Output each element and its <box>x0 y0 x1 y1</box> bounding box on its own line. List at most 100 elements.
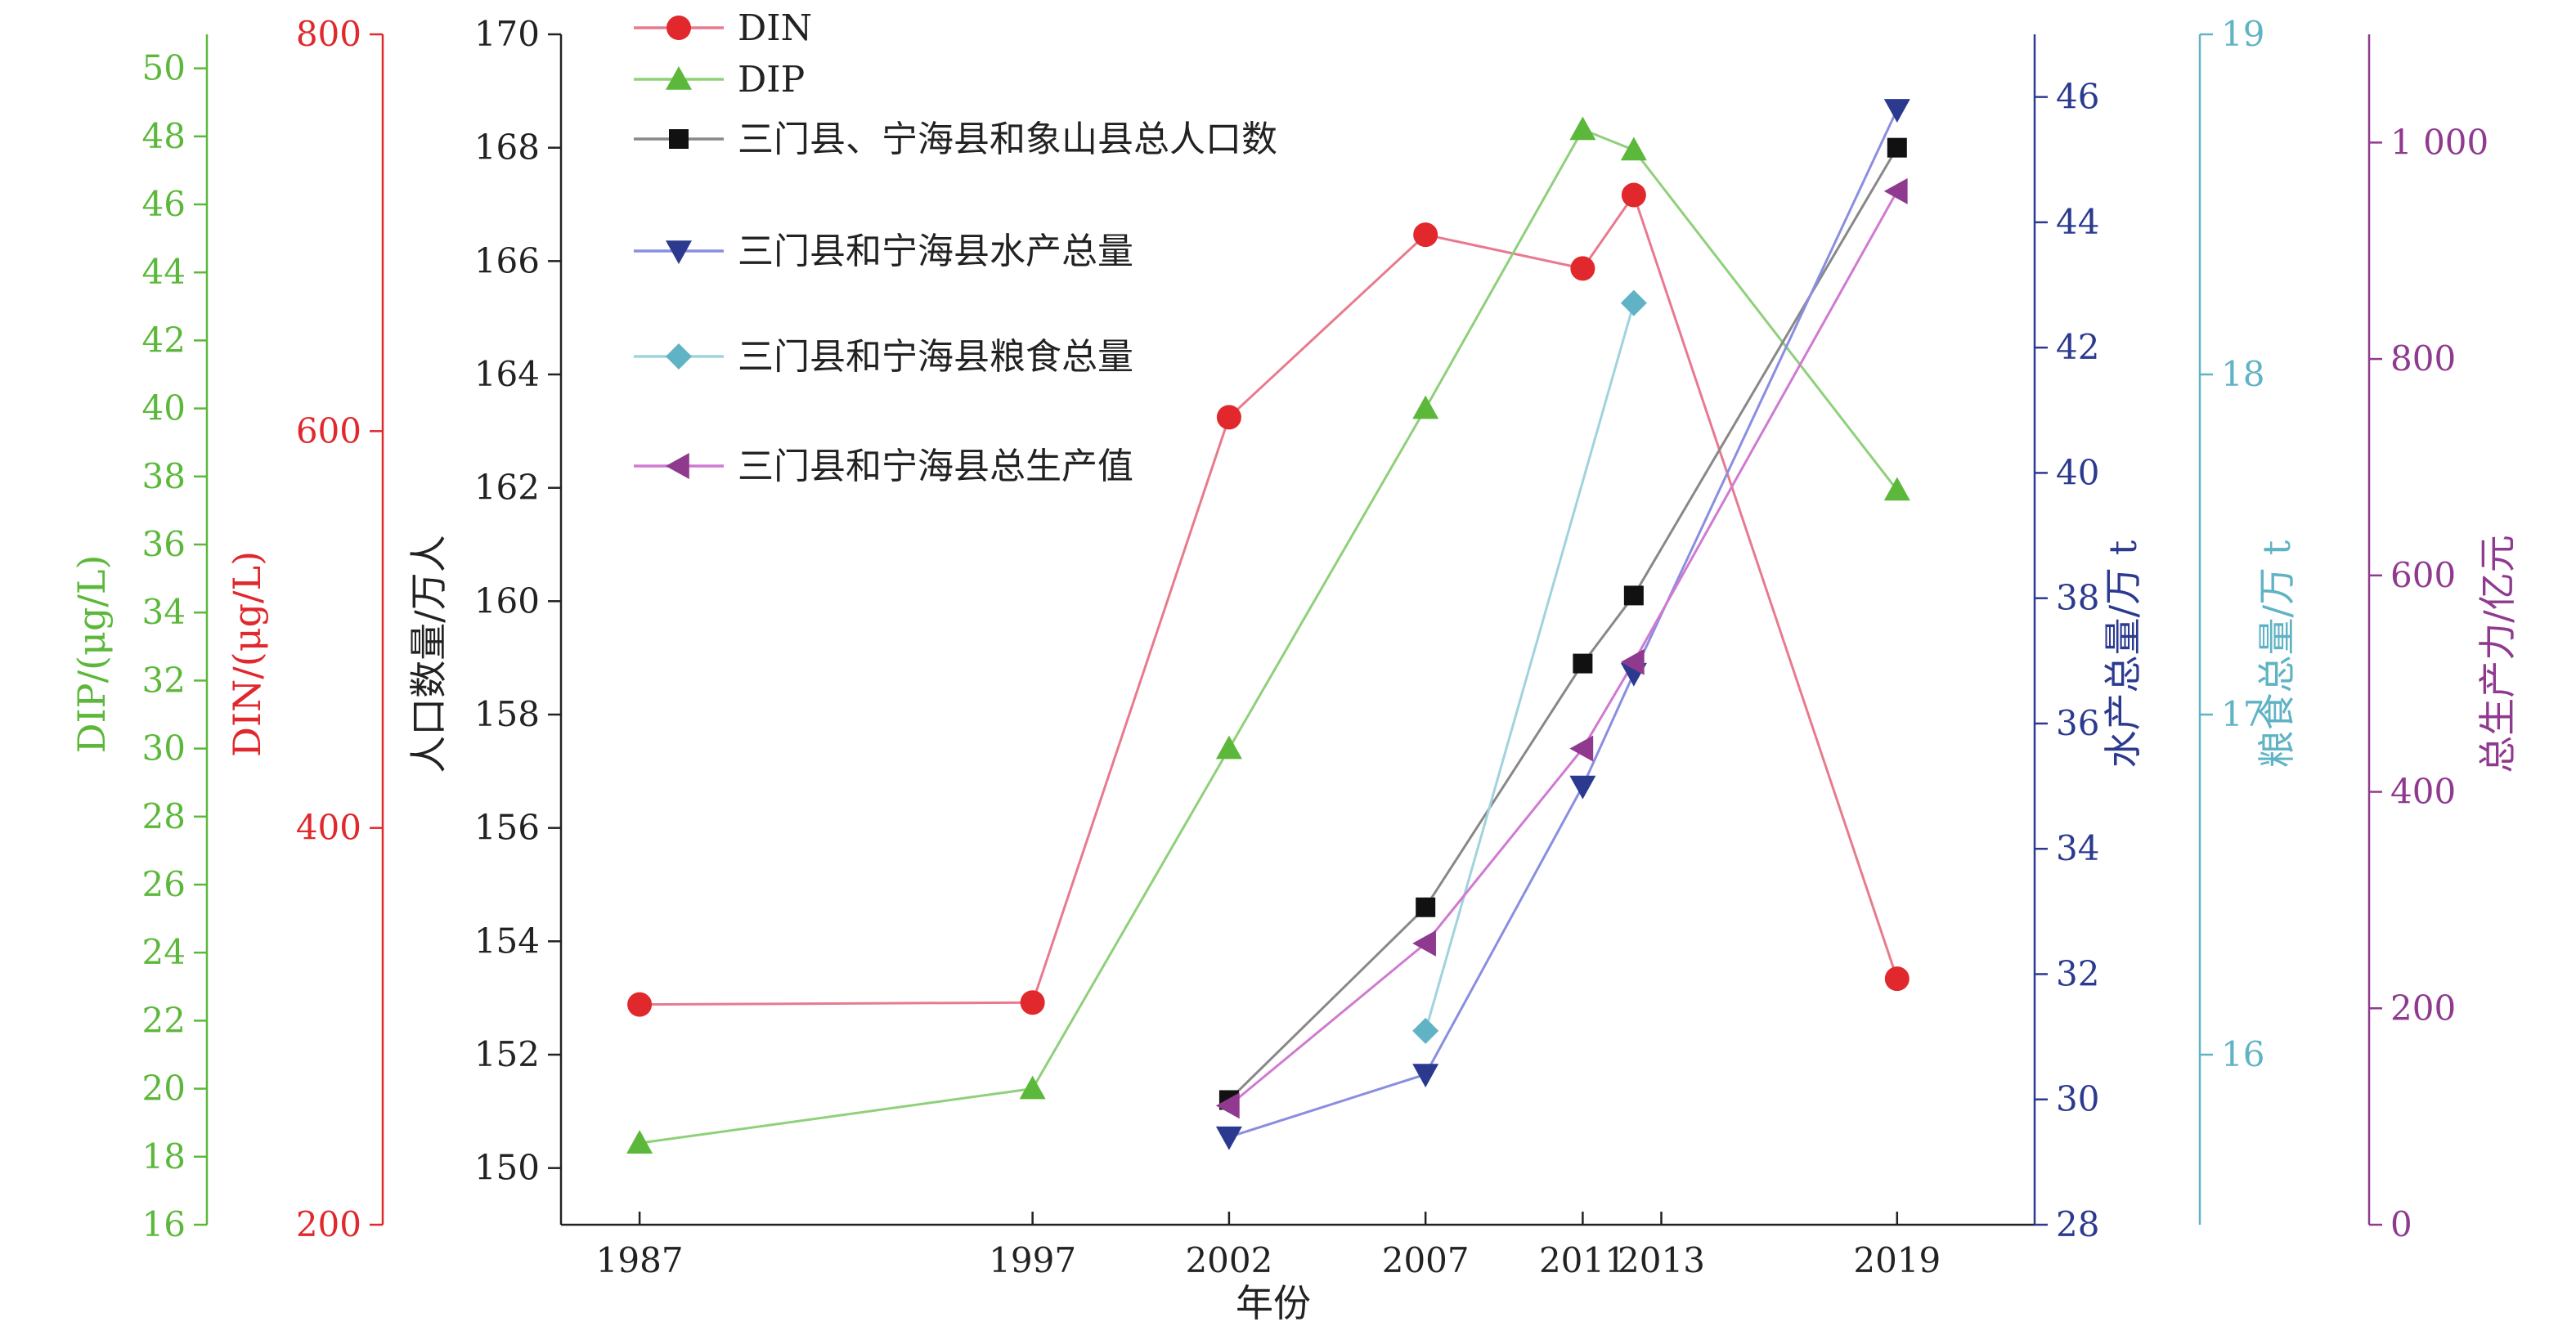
series-5-point <box>1215 1092 1240 1119</box>
series-line-4 <box>1424 302 1636 1032</box>
legend-marker-3 <box>666 240 692 264</box>
series-3-point <box>1412 1064 1439 1088</box>
legend-label-2: 三门县、宁海县和象山县总人口数 <box>738 119 1277 160</box>
grain-tick-label: 18 <box>2221 354 2264 394</box>
legend-marker-4 <box>666 343 692 370</box>
legend-label-0: DIN <box>738 7 812 49</box>
x-tick-label: 1987 <box>596 1240 684 1280</box>
dip-tick-label: 28 <box>142 796 186 836</box>
x-tick-label: 2011 <box>1539 1240 1627 1280</box>
aqua-tick-label: 28 <box>2056 1204 2099 1244</box>
gdp-tick-label: 1 000 <box>2390 122 2488 162</box>
series-3-point <box>1883 99 1910 123</box>
legend-marker-2 <box>669 129 689 149</box>
dip-tick-label: 18 <box>142 1136 186 1176</box>
series-5-point <box>1620 648 1645 675</box>
legend-label-3: 三门县和宁海县水产总量 <box>738 231 1133 272</box>
series-1-point <box>1620 137 1647 161</box>
pop-tick-label: 160 <box>474 580 540 621</box>
series-1-point <box>1883 477 1910 501</box>
legend-marker-5 <box>666 453 689 479</box>
dip-tick-label: 30 <box>142 728 186 769</box>
pop-tick-label: 168 <box>474 128 540 168</box>
dip-axis-label: DIP/(μg/L) <box>70 555 114 754</box>
aqua-tick-label: 42 <box>2056 327 2099 367</box>
series-1-point <box>1215 735 1242 760</box>
gdp-tick-label: 400 <box>2390 772 2456 812</box>
series-5-point <box>1412 930 1436 957</box>
grain-tick-label: 17 <box>2221 694 2264 734</box>
series-0-point <box>1413 222 1438 248</box>
pop-tick-label: 162 <box>474 468 540 508</box>
dip-tick-label: 34 <box>142 592 186 632</box>
series-5-point <box>1883 177 1908 204</box>
pop-tick-label: 152 <box>474 1034 540 1074</box>
series-4-point <box>1620 289 1647 316</box>
dip-tick-label: 44 <box>142 252 186 292</box>
legend-label-5: 三门县和宁海县总生产值 <box>738 446 1133 487</box>
dip-tick-label: 40 <box>142 388 186 428</box>
x-tick-label: 1997 <box>989 1240 1076 1280</box>
dip-tick-label: 48 <box>142 116 186 156</box>
din-tick-label: 800 <box>296 14 361 54</box>
din-tick-label: 600 <box>296 410 361 450</box>
legend: DIN DIP 三门县、宁海县和象山县总人口数三门县和宁海县水产总量三门县和宁海县粮… <box>634 7 1277 487</box>
series-line-1 <box>639 128 1898 1145</box>
series-2-point <box>1887 137 1907 158</box>
pop-tick-label: 156 <box>474 808 540 848</box>
dip-tick-label: 46 <box>142 184 186 224</box>
dip-tick-label: 22 <box>142 1000 186 1040</box>
dip-tick-label: 26 <box>142 864 186 904</box>
series-markers <box>626 99 1910 1154</box>
aqua-tick-label: 30 <box>2056 1079 2099 1119</box>
pop-tick-label: 150 <box>474 1148 540 1188</box>
series-0-point <box>1570 256 1595 281</box>
dip-tick-label: 20 <box>142 1069 186 1109</box>
series-line-0 <box>640 192 1899 1006</box>
x-tick-label: 2007 <box>1382 1240 1470 1280</box>
series-2-point <box>1416 897 1436 917</box>
series-0-point <box>1020 990 1045 1015</box>
aqua-tick-label: 44 <box>2056 202 2099 242</box>
series-2-point <box>1573 653 1593 674</box>
din-axis-label: DIN/(μg/L) <box>225 551 269 757</box>
series-0-point <box>627 992 653 1017</box>
dip-tick-label: 42 <box>142 320 186 360</box>
pop-tick-label: 170 <box>474 14 540 54</box>
grain-axis-label: 粮食总量/万 t <box>2255 540 2299 768</box>
series-line-2 <box>1227 146 1899 1101</box>
pop-tick-label: 164 <box>474 354 540 394</box>
pop-tick-label: 154 <box>474 921 540 961</box>
legend-label-1: DIP <box>738 59 805 101</box>
legend-marker-1 <box>666 66 692 90</box>
aqua-tick-label: 40 <box>2056 452 2099 492</box>
din-tick-label: 400 <box>296 808 361 848</box>
dip-tick-label: 36 <box>142 524 186 564</box>
x-tick-label: 2019 <box>1853 1240 1941 1280</box>
pop-axis-label: 人口数量/万人 <box>406 535 451 773</box>
legend-label-4: 三门县和宁海县粮食总量 <box>738 336 1133 378</box>
dip-tick-label: 16 <box>142 1204 186 1244</box>
aqua-tick-label: 38 <box>2056 578 2099 618</box>
x-tick-label: 2002 <box>1185 1240 1272 1280</box>
series-3-point <box>1215 1126 1242 1150</box>
aqua-axis-label: 水产总量/万 t <box>2101 540 2145 768</box>
series-0-point <box>1216 405 1241 430</box>
series-0-point <box>1621 182 1646 208</box>
gdp-tick-label: 200 <box>2390 988 2456 1028</box>
aqua-tick-label: 46 <box>2056 77 2099 117</box>
dip-tick-label: 50 <box>142 48 186 88</box>
dip-tick-label: 38 <box>142 456 186 496</box>
series-1-point <box>1569 116 1596 141</box>
series-line-5 <box>1227 190 1899 1107</box>
series-5-point <box>1569 735 1594 762</box>
series-0-point <box>1884 966 1910 992</box>
pop-tick-label: 166 <box>474 240 540 280</box>
pop-tick-label: 158 <box>474 694 540 734</box>
series-3-point <box>1569 775 1596 800</box>
dip-tick-label: 24 <box>142 932 186 972</box>
gdp-tick-label: 0 <box>2390 1204 2412 1244</box>
dip-tick-label: 32 <box>142 660 186 700</box>
